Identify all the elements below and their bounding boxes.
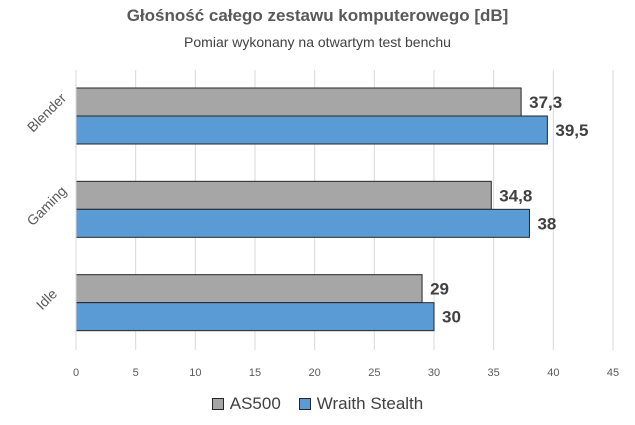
category-label: Idle (33, 285, 60, 312)
bar (75, 180, 492, 210)
x-tick-label: 10 (189, 367, 201, 379)
x-tick-label: 0 (73, 367, 79, 379)
data-label: 30 (442, 308, 461, 327)
legend-swatch-as500 (211, 398, 224, 410)
legend-label-as500: AS500 (229, 394, 281, 413)
chart-subtitle: Pomiar wykonany na otwartym test benchu (184, 34, 451, 50)
bar (75, 87, 522, 117)
category-label: Blender (24, 90, 70, 136)
x-tick-label: 20 (309, 367, 321, 379)
x-tick-label: 25 (368, 367, 380, 379)
x-tick-label: 35 (488, 367, 500, 379)
x-tick-label: 30 (428, 367, 440, 379)
x-tick-label: 15 (249, 367, 261, 379)
x-tick-label: 45 (607, 367, 619, 379)
bar (75, 274, 423, 304)
data-label: 34,8 (499, 186, 532, 205)
bar (75, 115, 548, 145)
legend-item-wraith-stealth: Wraith Stealth (298, 394, 424, 414)
legend-item-as500: AS500 (211, 394, 281, 414)
data-label: 29 (430, 280, 449, 299)
chart-title: Głośność całego zestawu komputerowego [d… (126, 6, 509, 25)
bar (75, 208, 530, 238)
data-label: 37,3 (529, 93, 562, 112)
x-tick-label: 40 (547, 367, 559, 379)
data-label: 39,5 (555, 121, 588, 140)
legend-label-wraith-stealth: Wraith Stealth (316, 394, 424, 413)
chart-legend: AS500 Wraith Stealth (0, 394, 635, 414)
legend-swatch-wraith-stealth (298, 398, 311, 410)
x-tick-label: 5 (133, 367, 139, 379)
data-label: 38 (537, 214, 556, 233)
category-label: Gaming (23, 183, 69, 229)
bar (75, 302, 435, 332)
